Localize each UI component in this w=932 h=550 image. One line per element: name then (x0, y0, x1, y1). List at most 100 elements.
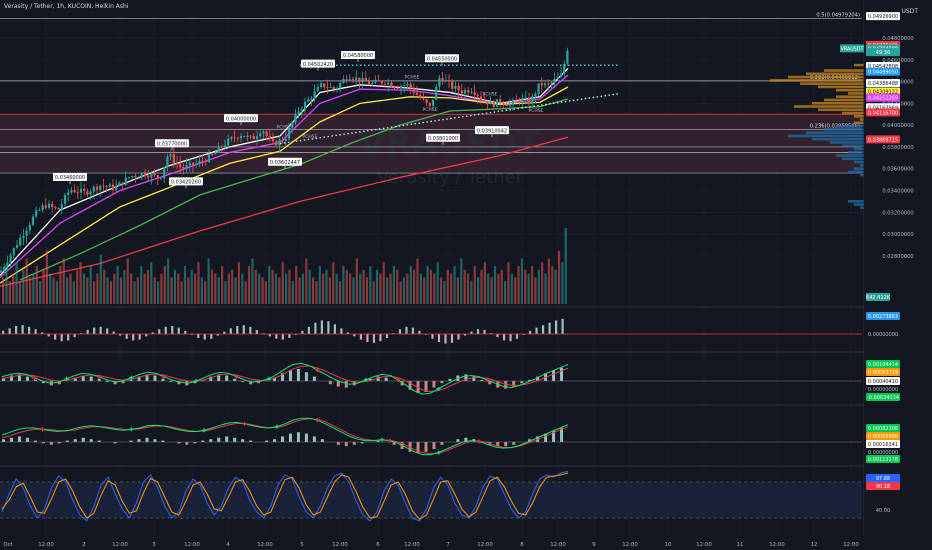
macd-cross-marker (274, 424, 279, 429)
oscillator-bar (275, 334, 278, 339)
volume-bar (237, 262, 241, 304)
watermark: VRAUSDT Verasity / Tether (359, 124, 541, 188)
oscillator-bar (522, 334, 525, 335)
candle-body (44, 205, 47, 208)
pattern-label: PCHSE (405, 74, 420, 80)
macd-cross-marker (436, 450, 441, 455)
candle-body (134, 175, 137, 177)
volume-bar (534, 277, 537, 304)
macd-histogram-bar (57, 442, 61, 444)
macd-cross-marker (97, 374, 102, 379)
pane-value-text: 0.00104414 (868, 362, 898, 368)
macd-histogram-bar (344, 381, 348, 388)
macd-pane-1 (0, 362, 862, 395)
oscillator-bar (229, 328, 232, 334)
candle-body (361, 77, 364, 83)
volume-bar (126, 258, 129, 304)
volume-bar (359, 273, 362, 304)
macd-histogram-bar (360, 442, 364, 444)
candle-body (172, 154, 175, 163)
oscillator-bar (489, 333, 493, 334)
candle-body (153, 173, 156, 176)
candle-body (531, 96, 534, 105)
price-tag-text: 0.04499050 (868, 70, 898, 76)
macd-histogram-bar (312, 436, 316, 442)
candle-body (31, 216, 35, 225)
pane-value-text: 90.18 (876, 484, 890, 490)
pattern-label: PCHSE (277, 124, 292, 130)
macd-histogram-bar (241, 381, 245, 383)
price-callout-box (475, 126, 509, 135)
candle-body (179, 163, 182, 168)
macd-cross-marker (315, 368, 320, 372)
macd-histogram-bar (312, 376, 316, 381)
volume-bar (227, 273, 230, 304)
volume-bar (463, 269, 466, 304)
macd-histogram-bar (464, 437, 468, 442)
candle-body (307, 99, 310, 102)
oscillator-bar (483, 330, 486, 334)
level-label: 0.236(0.03959586) (810, 124, 860, 130)
candle-body (169, 154, 172, 157)
time-tick-label: 5 (300, 542, 303, 548)
price-callout-box (341, 50, 375, 59)
volume-bar (281, 262, 284, 304)
time-tick-label: 12:00 (184, 542, 200, 548)
volume-bar (375, 269, 379, 304)
macd-histogram-bar (41, 442, 45, 444)
oscillator-bar (158, 329, 161, 334)
volume-bar (510, 273, 513, 304)
time-tick-label: 4 (226, 542, 230, 548)
volume-bar (8, 281, 11, 304)
pane-value-box (866, 377, 900, 385)
volume-bar (369, 266, 372, 304)
volume-bar (416, 258, 419, 304)
macd-histogram-bar (161, 440, 165, 442)
candle-body (67, 192, 70, 196)
volume-bar (311, 277, 315, 304)
macd-histogram-bar (416, 442, 420, 454)
drawings (279, 64, 621, 145)
oscillator-bar (86, 330, 89, 334)
volume-bar (466, 273, 470, 304)
volume-bar (234, 277, 237, 304)
oscillator-bar (164, 326, 167, 334)
candle-body (201, 160, 204, 162)
macd-histogram-bar (384, 377, 388, 381)
price-tick-label: 0.04600000 (882, 58, 913, 64)
candle-body (281, 139, 284, 141)
candle-body (6, 262, 9, 267)
price-tag-text: 0.04926900 (868, 14, 898, 20)
candle-body (19, 237, 22, 246)
oscillator-bar (73, 334, 76, 338)
price-tag-text: 0.04163969 (868, 105, 898, 111)
macd-histogram-bar (241, 439, 245, 442)
volume-profile-bar (824, 69, 890, 72)
macd-histogram-bar (440, 442, 444, 445)
macd-histogram-bar (552, 430, 556, 442)
candle-body (204, 161, 207, 162)
oscillator-bar (197, 334, 200, 338)
time-tick-label: 2 (82, 542, 85, 548)
candle-body (415, 92, 419, 95)
pane-value-box (866, 312, 900, 320)
price-callout-box (268, 157, 302, 166)
volume-bar (99, 254, 102, 304)
candle-body (479, 96, 483, 100)
watermark-symbol: VRAUSDT (359, 124, 541, 164)
volume-bar (402, 277, 406, 304)
time-axis[interactable]: Oct 12:00 2 12:00 3 12:00 4 12:00 5 12:00 6 12:00 7 1… (0, 536, 932, 550)
macd-histogram-bar (233, 437, 237, 442)
time-tick-label: 12:00 (477, 542, 493, 548)
macd-cross-marker (363, 377, 368, 382)
oscillator-bar (216, 334, 219, 336)
candle-body (185, 165, 188, 169)
pane-value-text: 0.00016341 (868, 442, 898, 448)
candle-body (239, 135, 243, 139)
candle-body (259, 133, 262, 137)
oscillator-bar (554, 320, 558, 334)
macd-histogram-bar (225, 436, 229, 442)
candle-body (441, 78, 444, 82)
